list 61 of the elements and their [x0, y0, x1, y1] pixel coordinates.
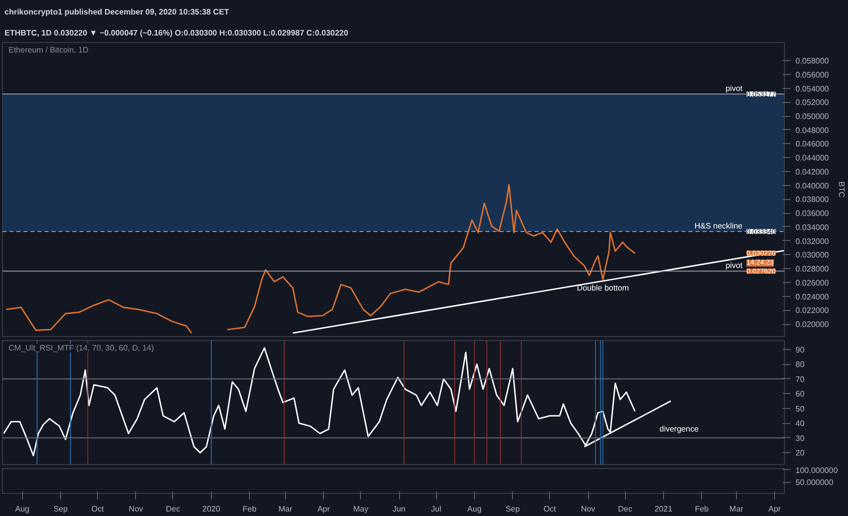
- text: ETHBTC, 1D 0.030220 ▼ −0.000047 (−0.16%) O:0.030300 H:0.030300 L:0.029987 C:0.030220: [4, 28, 349, 38]
- y-tick-label: 0.040000: [796, 181, 830, 190]
- x-tick-label: Apr: [768, 504, 782, 514]
- y-tick-label: 50.000000: [796, 478, 834, 488]
- y-tick-label: 90: [796, 345, 805, 354]
- x-tick-label: Dec: [618, 504, 632, 514]
- x-tick-label: Oct: [91, 504, 105, 514]
- ref-line-label: pivot: [726, 84, 744, 93]
- y-tick-label: 30: [796, 434, 805, 443]
- y-axis-title: BTC: [836, 182, 846, 198]
- y-tick-label: 0.032000: [796, 236, 830, 246]
- x-tick-label: Dec: [166, 504, 180, 514]
- x-tick-label: Mar: [278, 504, 293, 514]
- y-tick-label: 0.052000: [796, 98, 830, 108]
- text: chrikoncrypto1 published December 09, 2020 10:35:38 CET: [4, 8, 230, 16]
- y-tick-label: 0.034000: [796, 222, 830, 232]
- y-tick-label: 0.044000: [796, 154, 830, 163]
- y-tick-label: 0.048000: [796, 126, 830, 135]
- x-tick-label: 2021: [654, 504, 673, 514]
- chart-title: CM_Ult_RSI_MTF (14, 70, 30, 60, D, 14): [8, 344, 154, 352]
- y-tick-label: 40: [796, 419, 805, 428]
- ref-line-label: H&S neckline: [694, 222, 744, 231]
- x-tick-label: 2020: [202, 504, 221, 514]
- y-tick-label: 20: [796, 448, 805, 458]
- y-tick-label: 100.000000: [796, 466, 838, 475]
- y-tick-label: 0.026000: [796, 278, 830, 288]
- y-tick-label: 0.046000: [796, 140, 830, 149]
- x-tick-label: Nov: [580, 504, 596, 514]
- x-tick-label: Sep: [506, 504, 520, 514]
- x-tick-label: Aug: [15, 504, 30, 514]
- chart-title: Ethereum / Bitcoin, 1D: [8, 46, 89, 54]
- x-tick-label: May: [353, 504, 368, 514]
- x-tick-label: Nov: [128, 504, 144, 514]
- x-tick-label: Apr: [317, 504, 330, 514]
- y-tick-label: 0.022000: [796, 306, 830, 316]
- x-tick-label: Jul: [431, 504, 442, 514]
- annotation: Double bottom: [576, 284, 630, 293]
- y-tick-label: 0.042000: [796, 167, 830, 176]
- y-tick-label: 0.058000: [796, 56, 830, 66]
- y-tick-label: 0.030000: [796, 250, 830, 260]
- x-tick-label: Mar: [729, 504, 744, 514]
- y-tick-label: 0.020000: [796, 320, 830, 330]
- y-tick-label: 0.038000: [796, 195, 830, 204]
- y-tick-label: 0.028000: [796, 264, 830, 274]
- y-tick-label: 0.056000: [796, 70, 830, 80]
- y-tick-label: 0.024000: [796, 292, 830, 302]
- y-tick-label: 0.054000: [796, 84, 830, 94]
- y-tick-label: 0.036000: [796, 209, 830, 218]
- x-tick-label: Oct: [544, 504, 557, 514]
- y-tick-label: 60: [796, 390, 805, 399]
- x-tick-label: Sep: [53, 504, 68, 514]
- y-tick-label: 50: [796, 404, 805, 414]
- y-tick-label: 0.050000: [796, 112, 830, 121]
- y-tick-label: 80: [796, 360, 805, 370]
- ref-line-label: pivot: [726, 261, 744, 270]
- annotation: divergence: [660, 424, 700, 434]
- x-tick-label: Jun: [392, 504, 406, 514]
- y-tick-label: 70: [796, 374, 805, 384]
- x-tick-label: Aug: [467, 504, 482, 514]
- x-tick-label: Feb: [694, 504, 710, 514]
- x-tick-label: Feb: [242, 504, 258, 514]
